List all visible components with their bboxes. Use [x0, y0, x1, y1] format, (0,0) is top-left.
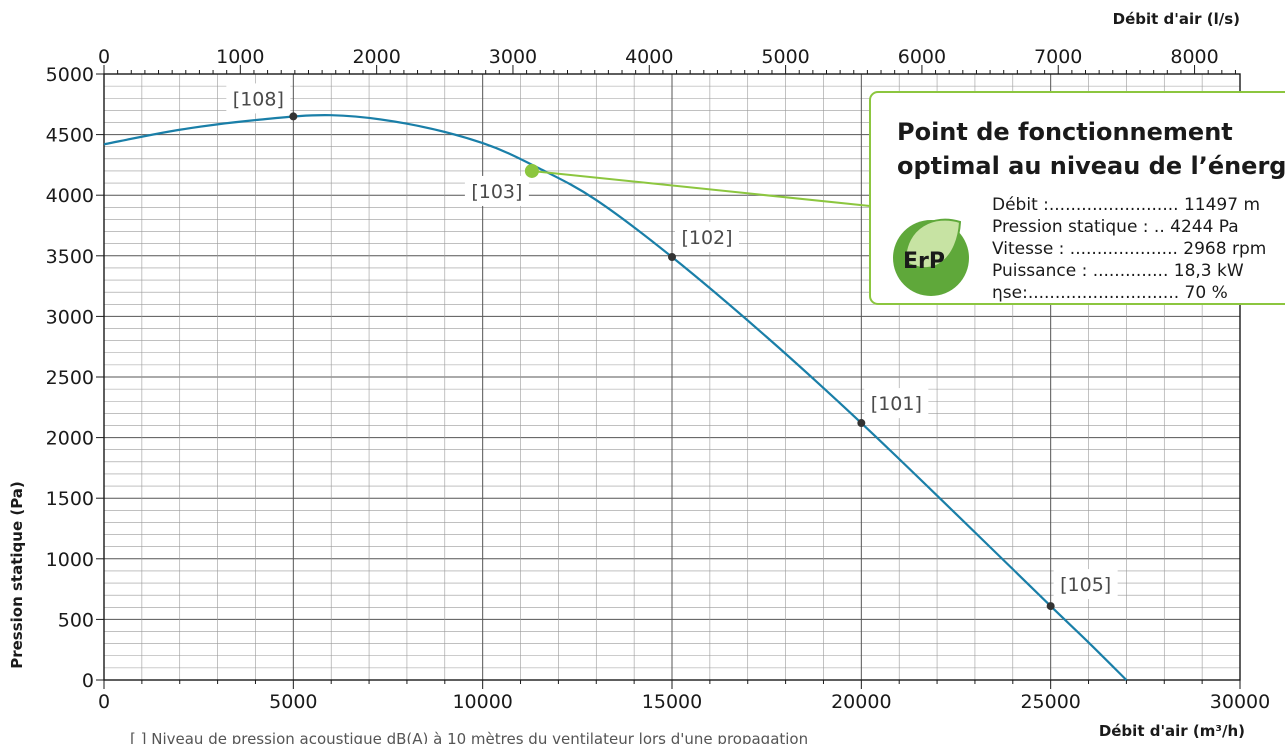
data-point-marker: [1046, 602, 1055, 611]
data-point-marker: [289, 112, 298, 121]
info-box-frame: [869, 91, 1285, 305]
axes: [96, 65, 1241, 689]
x-top-tick-label: 1000: [216, 46, 264, 68]
x-top-tick-label: 0: [98, 46, 110, 68]
leaf-icon: [903, 218, 962, 270]
x-bottom-tick-label: 15000: [642, 691, 702, 713]
y-tick-label: 2000: [46, 428, 94, 450]
point-label: [102]: [681, 227, 732, 249]
y-tick-label: 3500: [46, 246, 94, 268]
point-label-bg: [675, 222, 739, 253]
x-top-tick-label: 6000: [898, 46, 946, 68]
point-label-bg: [864, 388, 929, 419]
y-tick-label: 5000: [46, 64, 94, 86]
info-box-row: Débit :........................ 11497 m: [992, 195, 1260, 215]
optimal-point-info-box: Point de fonctionnement optimal au niveau…: [869, 91, 1285, 305]
x-bottom-tick-label: 25000: [1020, 691, 1080, 713]
optimal-point-marker: [524, 163, 539, 178]
point-label: [105]: [1060, 574, 1111, 596]
x-top-tick-label: 5000: [761, 46, 809, 68]
footnote: [ ] Niveau de pression acoustique dB(A) …: [130, 730, 808, 744]
y-tick-label: 2500: [46, 367, 94, 389]
y-axis-title: Pression statique (Pa): [8, 481, 26, 669]
point-label-bg: [226, 83, 291, 114]
point-label: [103]: [471, 181, 522, 203]
x-bottom-tick-label: 10000: [452, 691, 512, 713]
x-bottom-tick-label: 20000: [831, 691, 891, 713]
info-box-title-line1: Point de fonctionnement: [897, 118, 1233, 146]
optimal-point-leader-line: [531, 169, 871, 207]
data-point-marker: [857, 419, 866, 428]
y-tick-label: 500: [58, 609, 94, 631]
x-top-tick-label: 2000: [352, 46, 400, 68]
x-bottom-tick-label: 0: [98, 691, 110, 713]
x-bottom-axis-title: Débit d'air (m³/h): [1099, 722, 1245, 740]
y-tick-label: 1000: [46, 549, 94, 571]
x-top-tick-label: 3000: [489, 46, 537, 68]
point-label-bg: [464, 175, 529, 206]
y-tick-label: 3000: [46, 306, 94, 328]
point-label: [101]: [871, 393, 922, 415]
info-box-row: ηse:............................ 70 %: [992, 283, 1228, 303]
x-top-tick-label: 4000: [625, 46, 673, 68]
data-point-marker: [668, 253, 676, 262]
point-label-bg: [1053, 569, 1118, 600]
erp-badge-text: ErP: [903, 249, 945, 274]
point-label: [108]: [233, 88, 284, 110]
y-tick-label: 1500: [46, 488, 94, 510]
y-tick-label: 4500: [46, 125, 94, 147]
y-tick-label: 4000: [46, 185, 94, 207]
x-top-tick-label: 7000: [1034, 46, 1082, 68]
x-bottom-tick-label: 5000: [269, 691, 317, 713]
info-box-row: Puissance : .............. 18,3 kW: [992, 261, 1244, 281]
info-box-row: Pression statique : .. 4244 Pa: [992, 217, 1239, 237]
info-box-row: Vitesse : .................... 2968 rpm: [992, 239, 1266, 259]
x-top-axis-title: Débit d'air (l/s): [1113, 10, 1240, 28]
x-bottom-tick-label: 30000: [1210, 691, 1270, 713]
info-box-title-line2: optimal au niveau de l’énerg: [897, 152, 1285, 180]
data-points: [108] [103] [102] [101] [105]: [226, 83, 1118, 611]
x-top-tick-label: 8000: [1170, 46, 1218, 68]
y-tick-label: 0: [82, 670, 94, 692]
